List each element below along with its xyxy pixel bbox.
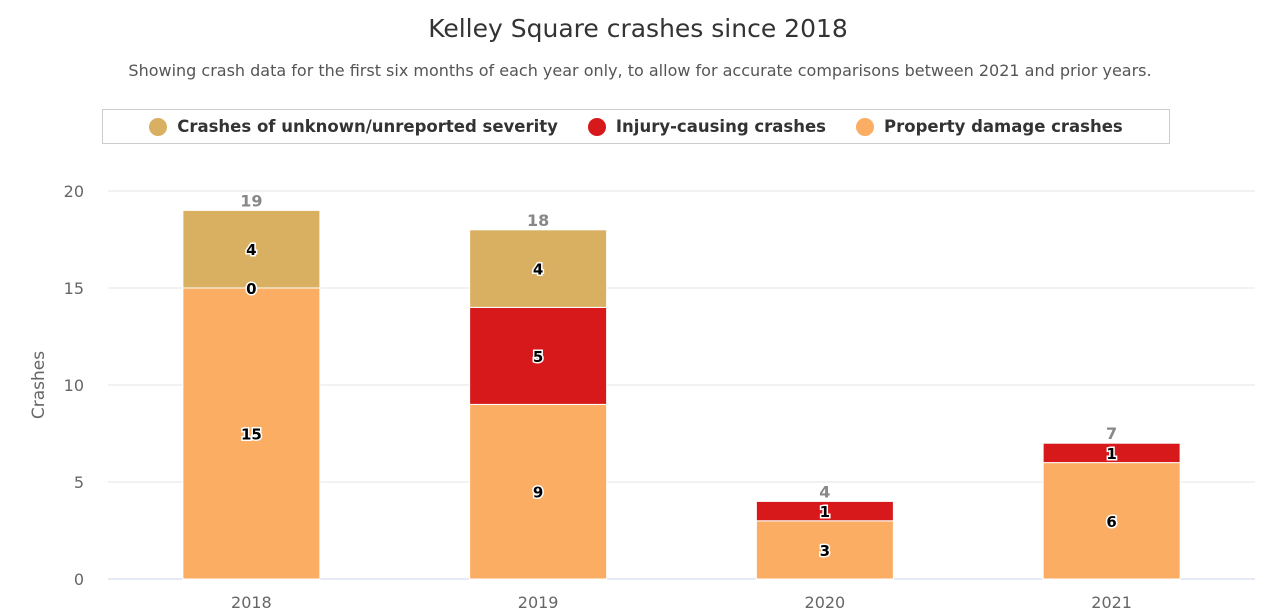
bar-segment[interactable] xyxy=(469,403,608,580)
y-axis-label: Crashes xyxy=(29,351,49,419)
y-tick-label: 10 xyxy=(64,376,84,395)
legend-item-injury[interactable]: Injury-causing crashes xyxy=(587,117,827,136)
data-label: 4 xyxy=(246,241,256,259)
legend: Crashes of unknown/unreported severity I… xyxy=(102,109,1170,144)
data-label: 3 xyxy=(820,542,830,560)
data-label: 9 xyxy=(533,484,543,502)
data-label: 0 xyxy=(246,280,256,298)
data-label: 1 xyxy=(820,503,830,521)
legend-label: Property damage crashes xyxy=(884,117,1123,136)
chart-title: Kelley Square crashes since 2018 xyxy=(428,14,848,43)
chart-subtitle: Showing crash data for the first six mon… xyxy=(128,61,1152,80)
bar-segment[interactable] xyxy=(1042,442,1181,464)
data-label: 15 xyxy=(241,426,262,444)
legend-marker-icon xyxy=(587,117,606,136)
total-label: 7 xyxy=(1106,424,1117,443)
x-tick-label: 2019 xyxy=(518,593,559,612)
bar-segment[interactable] xyxy=(182,287,321,580)
x-tick-label: 2018 xyxy=(231,593,272,612)
total-label: 4 xyxy=(819,482,830,501)
bar-segment[interactable] xyxy=(755,520,894,580)
x-tick-label: 2020 xyxy=(805,593,846,612)
y-tick-label: 15 xyxy=(64,279,84,298)
bar-segment[interactable] xyxy=(469,229,608,308)
bar-segment[interactable] xyxy=(182,209,321,289)
total-label: 19 xyxy=(240,191,262,210)
data-label: 1 xyxy=(1106,445,1116,463)
data-label: 4 xyxy=(533,261,543,279)
legend-marker-icon xyxy=(149,117,168,136)
bar-segment[interactable] xyxy=(1042,462,1181,580)
x-tick-label: 2021 xyxy=(1091,593,1132,612)
legend-item-property[interactable]: Property damage crashes xyxy=(856,117,1123,136)
data-label: 6 xyxy=(1106,513,1116,531)
legend-label: Crashes of unknown/unreported severity xyxy=(177,117,558,136)
y-tick-label: 20 xyxy=(64,182,84,201)
data-label: 5 xyxy=(533,348,543,366)
y-tick-label: 5 xyxy=(74,473,84,492)
bar-segment[interactable] xyxy=(755,500,894,522)
y-tick-label: 0 xyxy=(74,570,84,589)
legend-label: Injury-causing crashes xyxy=(615,117,827,136)
total-label: 18 xyxy=(527,211,549,230)
legend-marker-icon xyxy=(856,117,875,136)
legend-item-unknown[interactable]: Crashes of unknown/unreported severity xyxy=(149,117,558,136)
